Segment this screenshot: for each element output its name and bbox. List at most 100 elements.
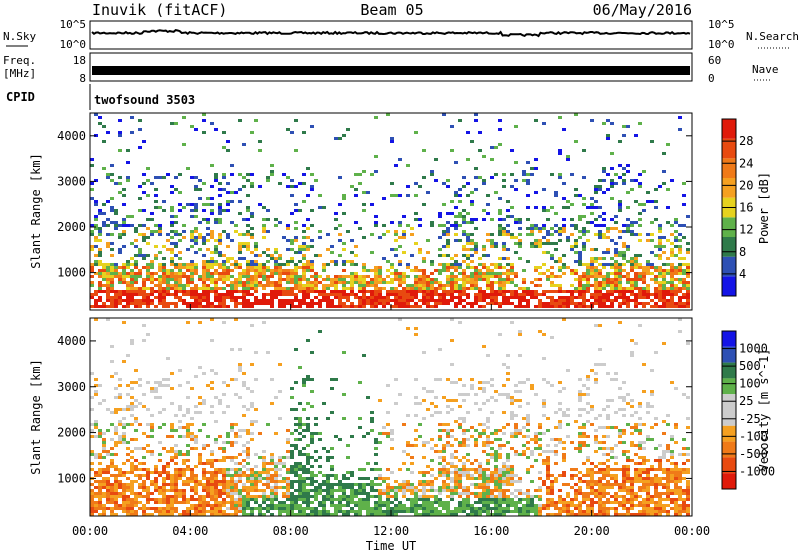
- velocity-cell-1178: [326, 480, 330, 483]
- velocity-cell-1373: [386, 483, 390, 486]
- power-cell-383: [166, 275, 170, 278]
- power-cell-1836: [494, 242, 498, 245]
- velocity-cell-1415: [398, 504, 402, 507]
- velocity-cell-444: [174, 489, 178, 492]
- velocity-cell-1886: [498, 444, 502, 447]
- velocity-cell-1826: [486, 483, 490, 486]
- power-cell-1799: [486, 233, 490, 236]
- velocity-cell-1421: [402, 480, 406, 483]
- power-cell-2102: [558, 269, 562, 272]
- velocity-cell-1649: [454, 465, 458, 468]
- power-cell-1348: [378, 299, 382, 302]
- velocity-cell-1268: [354, 501, 358, 504]
- power-cell-1211: [342, 263, 346, 266]
- power-cell-43: [98, 212, 102, 215]
- power-cell-1261: [354, 305, 358, 308]
- velocity-cell-631: [210, 513, 214, 516]
- power-cell-1895: [506, 209, 510, 212]
- power-cell-2369: [614, 215, 618, 218]
- velocity-cell-883: [262, 471, 266, 474]
- power-cell-1913: [510, 173, 514, 176]
- power-cell-1782: [482, 218, 486, 221]
- power-cell-387: [166, 287, 170, 290]
- velocity-cell-1761: [474, 513, 478, 516]
- velocity-cell-519: [190, 471, 194, 474]
- velocity-cell-229: [130, 465, 134, 468]
- power-cell-1994: [530, 245, 534, 248]
- power-cell-2464: [630, 257, 634, 260]
- power-cell-1690: [462, 281, 466, 284]
- velocity-cell-1807: [482, 507, 486, 510]
- velocity-cell-83: [102, 513, 106, 516]
- power-cell-1641: [454, 254, 458, 257]
- velocity-cell-1011: [290, 513, 294, 516]
- power-cell-967: [282, 290, 286, 293]
- power-cell-1570: [438, 296, 442, 299]
- velocity-cell-1562: [438, 450, 442, 453]
- velocity-cell-1047: [298, 474, 302, 477]
- power-cell-2678: [678, 224, 682, 227]
- power-cell-427: [174, 266, 178, 269]
- velocity-cell-20: [90, 513, 94, 516]
- velocity-cell-1002: [290, 483, 294, 486]
- power-cell-519: [194, 209, 198, 212]
- velocity-cell-603: [206, 501, 210, 504]
- power-cell-1320: [374, 215, 378, 218]
- power-cell-319: [150, 293, 154, 296]
- power-cell-1564: [438, 269, 442, 272]
- velocity-cell-948: [278, 459, 282, 462]
- velocity-cell-2192: [566, 414, 570, 417]
- velocity-cell-1771: [478, 471, 482, 474]
- velocity-cell-1799: [482, 483, 486, 486]
- velocity-cell-1039: [298, 426, 302, 429]
- power-cell-302: [146, 299, 150, 302]
- velocity-cell-2109: [546, 417, 550, 420]
- power-cell-1975: [526, 194, 530, 197]
- power-cell-1651: [454, 290, 458, 293]
- velocity-cell-1262: [350, 507, 354, 510]
- velocity-cell-113: [110, 474, 114, 477]
- power-cell-1436: [402, 293, 406, 296]
- power-cell-485: [186, 290, 190, 293]
- velocity-cell-1769: [478, 465, 482, 468]
- velocity-cell-33: [94, 474, 98, 477]
- power-cell-2555: [650, 266, 654, 269]
- velocity-cell-1680: [458, 495, 462, 498]
- velocity-cell-2218: [574, 489, 578, 492]
- velocity-cell-1274: [358, 426, 362, 429]
- power-cell-532: [194, 287, 198, 290]
- power-cell-736: [234, 191, 238, 194]
- power-cell-1808: [486, 284, 490, 287]
- power-cell-1279: [362, 236, 366, 239]
- power-cell-2083: [554, 260, 558, 263]
- velocity-cell-706: [226, 489, 230, 492]
- power-cell-344: [158, 251, 162, 254]
- power-cell-2392: [618, 200, 622, 203]
- velocity-cell-262: [134, 510, 138, 513]
- power-cell-722: [230, 200, 234, 203]
- velocity-cell-1646: [454, 438, 458, 441]
- power-cell-369: [162, 281, 166, 284]
- velocity-cell-1627: [450, 435, 454, 438]
- velocity-cell-1530: [430, 474, 434, 477]
- power-cell-1318: [374, 155, 378, 158]
- power-cell-1687: [462, 272, 466, 275]
- velocity-cell-501: [186, 465, 190, 468]
- power-cell-666: [218, 272, 222, 275]
- power-cell-411: [170, 278, 174, 281]
- power-cell-2607: [662, 263, 666, 266]
- velocity-cell-1046: [298, 468, 302, 471]
- power-cell-1418: [398, 284, 402, 287]
- power-cell-1752: [474, 269, 478, 272]
- power-cell-401: [170, 236, 174, 239]
- velocity-cell-755: [234, 507, 238, 510]
- power-cell-213: [130, 263, 134, 266]
- power-cell-2419: [622, 182, 626, 185]
- power-cell-1446: [406, 266, 410, 269]
- velocity-cell-60: [98, 501, 102, 504]
- velocity-cell-2121: [546, 486, 550, 489]
- velocity-cell-445: [174, 492, 178, 495]
- power-cell-2296: [598, 299, 602, 302]
- power-cell-1951: [518, 245, 522, 248]
- velocity-cell-1941: [506, 468, 510, 471]
